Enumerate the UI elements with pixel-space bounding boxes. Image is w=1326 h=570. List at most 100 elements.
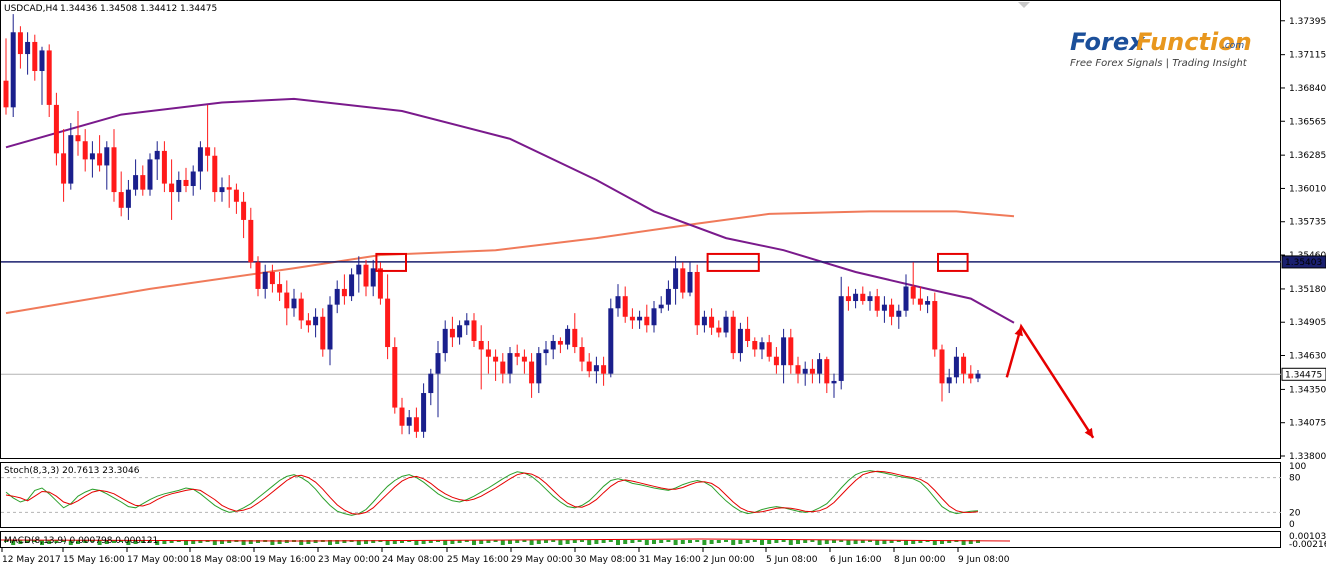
macd-histogram-bar <box>832 540 836 543</box>
macd-histogram-bar <box>126 540 131 545</box>
candle-body <box>32 41 38 72</box>
candle-body <box>125 189 131 208</box>
logo-brand-suffix: .com <box>1222 41 1244 51</box>
candle-body <box>485 349 491 357</box>
candle-body <box>363 264 369 287</box>
macd-histogram-bar <box>241 540 246 545</box>
price-label-box <box>1281 255 1326 269</box>
macd-title: MACD(8,13,9) 0.000798 0.000121 <box>4 536 158 546</box>
macd-histogram-bar <box>256 540 260 543</box>
candle-body <box>687 271 693 293</box>
candle-body <box>759 342 765 350</box>
macd-indicator: 0.001034-0.002162 <box>0 532 1326 550</box>
macd-histogram-bar <box>169 540 174 543</box>
macd-histogram-bar <box>140 540 145 543</box>
main-panel-frame <box>0 0 1281 459</box>
time-tick-label: 25 May 16:00 <box>447 555 509 565</box>
candle-body <box>795 365 801 374</box>
macd-histogram-bar <box>155 540 160 545</box>
candle-body <box>478 340 484 350</box>
candle-body <box>781 337 787 366</box>
candle-body <box>723 316 729 333</box>
time-tick-label: 31 May 16:00 <box>639 555 701 565</box>
time-tick-label: 9 Jun 08:00 <box>958 555 1010 565</box>
candle-body <box>579 347 585 362</box>
candle-body <box>874 296 880 311</box>
macd-histogram-bar <box>551 540 556 542</box>
candle-body <box>658 304 664 309</box>
candle-body <box>550 340 556 350</box>
candle-body <box>176 179 182 193</box>
candle-body <box>190 171 196 187</box>
time-tick-label: 5 Jun 08:00 <box>766 555 818 565</box>
macd-histogram-bar <box>68 540 73 545</box>
candle-body <box>565 328 571 345</box>
chart-header-close: 1.34475 <box>180 4 217 14</box>
candle-body <box>262 271 268 289</box>
candle-body <box>377 268 383 299</box>
macd-histogram-bar <box>680 540 685 544</box>
candle-body <box>730 316 736 354</box>
candle-body <box>737 328 743 354</box>
time-tick-label: 15 May 16:00 <box>63 555 125 565</box>
macd-histogram-bar <box>868 540 872 542</box>
horizontal-levels: 1.35403 1.34475 <box>1 255 1326 381</box>
candle-body <box>845 296 851 302</box>
candle-body <box>248 219 254 263</box>
macd-histogram-bar <box>976 540 980 543</box>
candle-body <box>644 316 650 326</box>
macd-histogram-bar <box>522 540 527 542</box>
price-tick-label: 1.37115 <box>1289 51 1326 61</box>
candle-body <box>529 361 535 384</box>
candle-body <box>572 328 578 348</box>
price-tick-label: 1.35735 <box>1289 218 1326 228</box>
candle-body <box>745 328 751 341</box>
macd-histogram-bar <box>428 540 433 543</box>
candle-body <box>593 365 599 372</box>
candle-body <box>716 327 722 333</box>
macd-histogram-bar <box>299 540 304 545</box>
resistance-touch-box <box>375 252 407 272</box>
macd-histogram-bar <box>875 540 880 545</box>
candle-body <box>399 407 405 426</box>
candle-body <box>665 288 671 305</box>
candle-body <box>104 147 110 166</box>
ma-fast-line <box>5 97 1015 324</box>
macd-histogram-bar <box>119 540 124 542</box>
price-label-text: 1.35403 <box>1285 258 1322 268</box>
macd-histogram-bar <box>745 540 750 543</box>
chart-header-symbol: USDCAD,H4 <box>4 4 58 14</box>
candle-body <box>586 361 592 372</box>
candle-body <box>471 320 477 341</box>
candle-body <box>255 262 261 289</box>
macd-histogram-bar <box>356 540 361 545</box>
candle-body <box>205 147 211 156</box>
price-tick-label: 1.34905 <box>1289 318 1326 328</box>
macd-tick-label: -0.002162 <box>1289 540 1326 550</box>
macd-histogram-bar <box>421 540 426 544</box>
candle-body <box>140 175 146 190</box>
macd-histogram-bar <box>702 540 707 545</box>
candle-body <box>802 368 808 374</box>
candle-body <box>68 135 74 184</box>
candle-body <box>421 393 427 432</box>
macd-histogram-bar <box>227 540 232 543</box>
forexfunction-logo: Forex Function .com Free Forex Signals |… <box>1070 28 1252 69</box>
candle-body <box>838 296 844 381</box>
macd-histogram-bar <box>644 540 649 545</box>
candle-body <box>320 316 326 350</box>
candle-body <box>953 356 959 378</box>
candle-body <box>183 179 189 187</box>
macd-histogram-bar <box>90 540 95 542</box>
price-tick-label: 1.36285 <box>1289 151 1326 161</box>
time-tick-label: 8 Jun 00:00 <box>894 555 946 565</box>
macd-histogram-bar <box>212 540 217 545</box>
candle-body <box>435 353 441 374</box>
macd-histogram-bar <box>652 540 656 544</box>
macd-histogram-bar <box>796 540 800 544</box>
macd-histogram-bar <box>148 540 152 542</box>
scroll-marker-icon[interactable] <box>1018 2 1030 8</box>
candle-body <box>557 340 563 345</box>
stoch-tick-label: 100 <box>1289 462 1306 472</box>
macd-histogram-bar <box>896 540 901 542</box>
